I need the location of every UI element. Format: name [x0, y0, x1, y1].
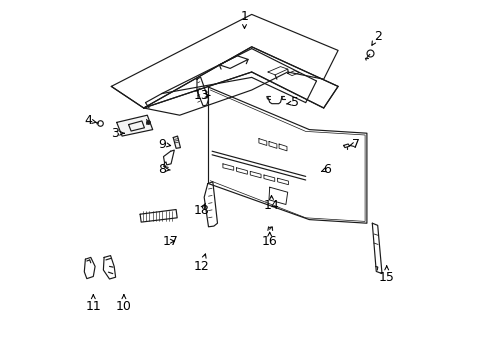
Polygon shape: [208, 87, 366, 223]
Text: 15: 15: [378, 271, 394, 284]
Polygon shape: [163, 150, 174, 165]
Text: 2: 2: [373, 30, 381, 42]
Text: 16: 16: [261, 235, 277, 248]
Text: 5: 5: [290, 96, 298, 109]
Text: 4: 4: [84, 114, 92, 127]
Text: 18: 18: [193, 204, 209, 217]
Text: 11: 11: [85, 300, 101, 312]
Polygon shape: [84, 257, 95, 279]
Polygon shape: [140, 210, 177, 222]
Text: 3: 3: [111, 127, 119, 140]
Polygon shape: [371, 223, 381, 274]
Text: 1: 1: [240, 10, 248, 23]
Polygon shape: [173, 136, 180, 148]
Text: 9: 9: [158, 138, 165, 150]
Text: 13: 13: [193, 89, 209, 102]
Polygon shape: [204, 182, 217, 227]
Text: 6: 6: [323, 163, 330, 176]
Text: 12: 12: [193, 260, 209, 273]
Text: 7: 7: [351, 138, 359, 150]
Polygon shape: [103, 256, 115, 279]
Text: 10: 10: [116, 300, 132, 312]
Polygon shape: [111, 14, 337, 115]
Text: 14: 14: [263, 199, 279, 212]
Text: 8: 8: [157, 163, 165, 176]
Text: 17: 17: [163, 235, 178, 248]
Polygon shape: [117, 115, 152, 136]
